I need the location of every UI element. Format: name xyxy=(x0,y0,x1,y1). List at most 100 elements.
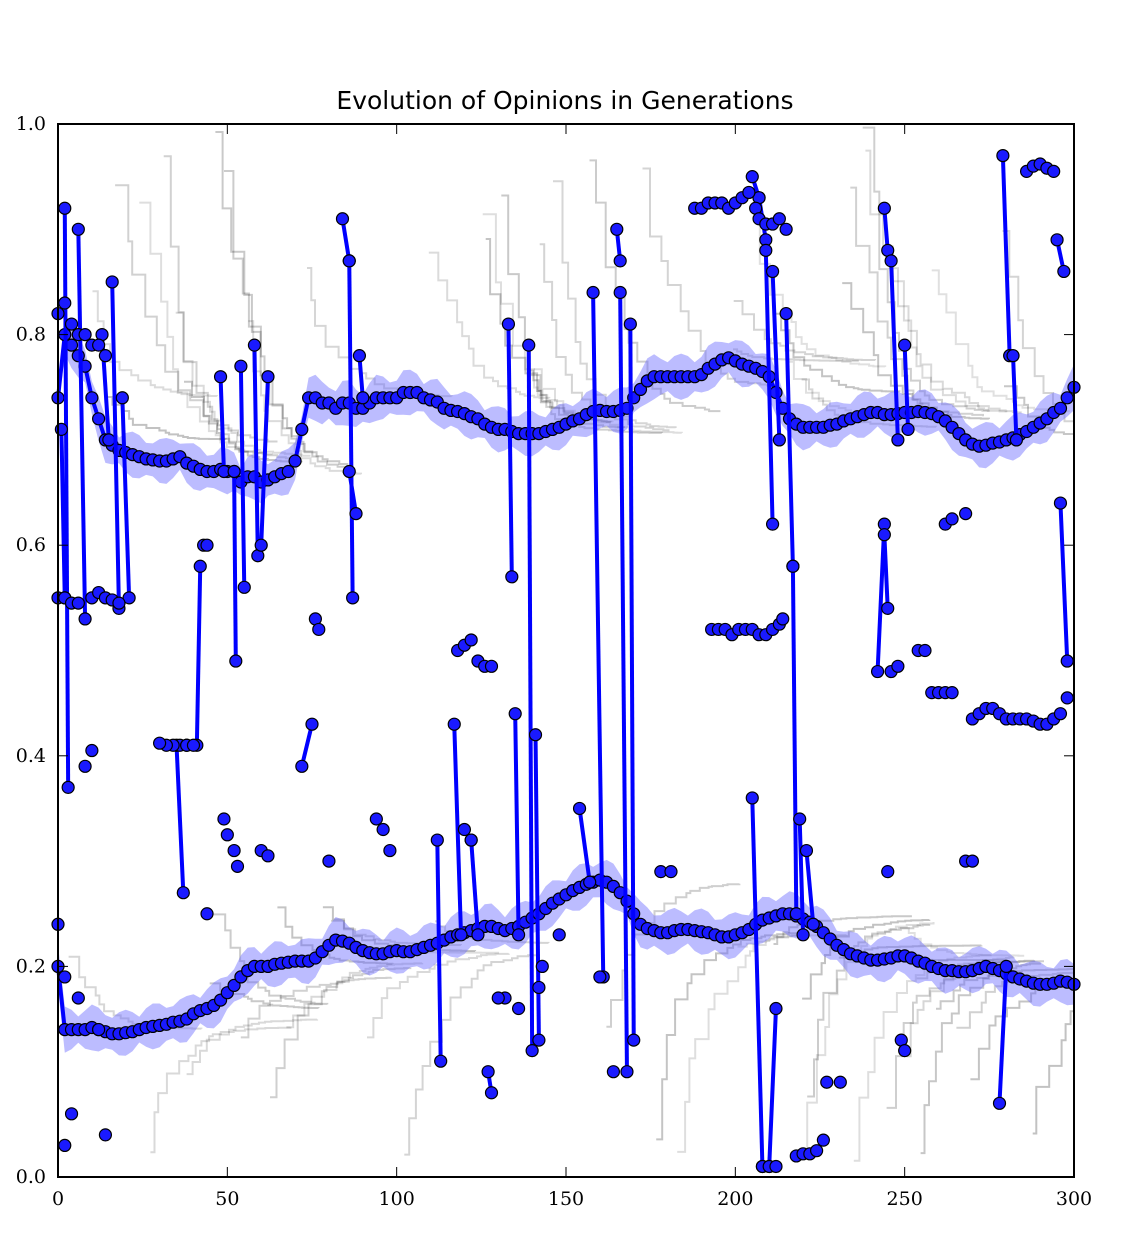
outlier-point xyxy=(796,928,810,942)
outlier-point xyxy=(92,338,106,352)
outlier-point xyxy=(945,686,959,700)
outlier-point xyxy=(1050,233,1064,247)
outlier-point xyxy=(58,296,72,310)
outlier-line xyxy=(469,839,480,935)
outlier-line xyxy=(882,208,890,251)
outlier-line xyxy=(252,345,260,556)
outlier-point xyxy=(1053,707,1068,721)
trajectory-line xyxy=(850,186,984,417)
outlier-point xyxy=(772,212,786,226)
outlier-point xyxy=(349,507,363,521)
trajectory-line xyxy=(286,962,424,1029)
outlier-point xyxy=(769,1159,783,1174)
outlier-point xyxy=(229,654,243,668)
trajectory-line xyxy=(186,1018,319,1076)
outlier-point xyxy=(383,843,397,858)
outlier-point xyxy=(122,591,136,605)
outlier-point xyxy=(176,886,190,900)
outlier-point xyxy=(247,338,262,352)
outlier-line xyxy=(174,745,186,893)
outlier-point xyxy=(464,633,478,647)
outlier-point xyxy=(376,822,390,837)
outlier-line xyxy=(628,324,636,1041)
outlier-line xyxy=(997,966,1009,1104)
outlier-point xyxy=(1060,654,1074,668)
outlier-point xyxy=(85,743,99,758)
trajectory-line xyxy=(773,915,912,945)
outlier-point xyxy=(898,338,912,352)
outlier-point xyxy=(786,559,800,573)
series-point xyxy=(85,391,99,405)
outlier-point xyxy=(220,828,234,842)
outlier-point xyxy=(1009,433,1024,447)
outlier-line xyxy=(238,366,247,588)
outlier-line xyxy=(357,355,365,398)
trajectory-line xyxy=(107,396,227,441)
outlier-point xyxy=(779,222,793,236)
outlier-point xyxy=(508,707,522,721)
outlier-point xyxy=(322,854,336,868)
outlier-point xyxy=(664,865,678,879)
opinion-series-layer xyxy=(51,328,1081,1041)
outlier-point xyxy=(901,422,915,436)
outlier-line xyxy=(784,313,795,567)
outlier-line xyxy=(882,534,890,609)
trajectory-line xyxy=(209,982,320,1009)
x-tick-label: 200 xyxy=(717,1188,753,1210)
outlier-point xyxy=(58,201,72,215)
outlier-line xyxy=(1058,502,1070,662)
outlier-point xyxy=(71,596,85,610)
outlier-point xyxy=(511,1001,526,1016)
outlier-point xyxy=(92,1022,106,1037)
outlier-point xyxy=(945,512,959,526)
trajectory-line xyxy=(139,201,273,456)
outlier-line xyxy=(194,566,203,746)
outlier-line xyxy=(577,808,592,883)
trajectory-line xyxy=(367,952,510,1039)
outlier-point xyxy=(1060,691,1074,705)
y-tick-label: 1.0 xyxy=(16,113,46,135)
outlier-point xyxy=(335,212,350,226)
trajectory-line xyxy=(865,149,1008,413)
outlier-point xyxy=(430,833,444,847)
y-axis: 0.0 0.2 0.4 0.6 0.8 1.0 xyxy=(16,113,1074,1188)
outlier-point xyxy=(342,464,356,479)
outlier-point xyxy=(1057,264,1071,279)
outlier-point xyxy=(186,738,201,752)
outlier-point xyxy=(532,980,546,995)
outlier-point xyxy=(112,596,126,610)
trajectory-line xyxy=(802,919,931,1000)
outlier-point xyxy=(959,507,973,521)
trajectory-line xyxy=(404,954,540,1156)
outlier-point xyxy=(78,759,92,773)
outlier-point xyxy=(505,570,519,584)
y-tick-label: 0.2 xyxy=(16,955,46,977)
y-tick-label: 0.0 xyxy=(16,1166,46,1188)
trajectory-line xyxy=(807,923,931,1098)
outlier-line xyxy=(526,345,535,1051)
outlier-point xyxy=(623,317,637,331)
chart-title: Evolution of Opinions in Generations xyxy=(336,86,793,115)
series-point xyxy=(91,412,106,426)
outlier-point xyxy=(58,1138,72,1153)
outlier-line xyxy=(767,1008,778,1167)
outlier-point xyxy=(1006,349,1020,363)
outlier-point xyxy=(312,622,326,637)
outlier-point xyxy=(779,306,793,321)
outlier-line xyxy=(299,723,314,767)
trajectory-line xyxy=(277,906,394,965)
outlier-line xyxy=(889,260,900,440)
outlier-point xyxy=(586,285,600,300)
outlier-line xyxy=(513,713,521,935)
trajectory-line xyxy=(240,976,393,1039)
outlier-point xyxy=(884,254,898,268)
trajectory-line xyxy=(862,126,990,412)
outlier-point xyxy=(742,185,756,200)
outlier-line xyxy=(347,260,355,598)
outlier-point xyxy=(457,822,471,837)
outlier-point xyxy=(501,317,516,331)
outlier-point xyxy=(891,433,905,447)
outlier-point xyxy=(999,959,1013,974)
x-tick-label: 50 xyxy=(215,1188,239,1210)
outlier-point xyxy=(799,843,814,858)
